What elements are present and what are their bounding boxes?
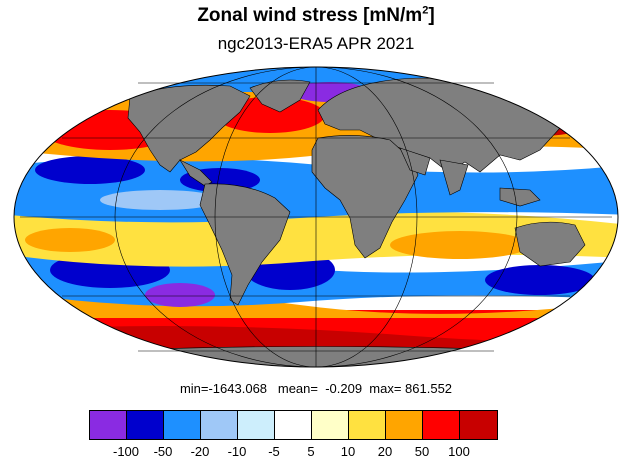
north-pacific-trade-patch xyxy=(35,156,145,184)
colorbar-labels: -100 -50 -20 -10 -5 5 10 20 50 100 xyxy=(0,444,632,462)
field-statistics: min=-1643.068 mean= -0.209 max= 861.552 xyxy=(179,381,453,396)
colorbar-label: 10 xyxy=(340,444,356,459)
colorbar-label: 20 xyxy=(377,444,393,459)
colorbar-label: 5 xyxy=(307,444,315,459)
chart-title: Zonal wind stress [mN/m2] xyxy=(0,4,632,28)
colorbar-label: -20 xyxy=(190,444,210,459)
south-pacific-purple-patch xyxy=(145,283,215,307)
pacific-orange-patch xyxy=(25,228,115,252)
greenland-land xyxy=(249,79,311,113)
colorbar-box-8 xyxy=(386,411,423,439)
maritime-continent-land xyxy=(499,187,541,207)
colorbar-label: 100 xyxy=(448,444,470,459)
colorbar-label: -100 xyxy=(112,444,140,459)
colorbar-box-1 xyxy=(127,411,164,439)
south-indian-blue-patch xyxy=(485,265,595,295)
indian-orange-patch xyxy=(390,231,530,259)
antarctica-land xyxy=(14,346,618,367)
australia-land xyxy=(514,221,586,267)
colorbar-box-4 xyxy=(238,411,275,439)
title-end: ] xyxy=(428,5,435,26)
colorbar-label: 50 xyxy=(414,444,430,459)
colorbar xyxy=(89,410,498,440)
map-outline xyxy=(13,66,619,368)
colorbar-box-5 xyxy=(275,411,312,439)
colorbar-box-2 xyxy=(164,411,201,439)
equatorial-light-blue xyxy=(100,190,220,210)
colorbar-box-10 xyxy=(460,411,497,439)
south-america-land xyxy=(199,183,291,306)
colorbar-box-0 xyxy=(90,411,127,439)
colorbar-box-3 xyxy=(201,411,238,439)
arabia-land xyxy=(399,147,431,176)
colorbar-label: -5 xyxy=(268,444,280,459)
chart-subtitle: ngc2013-ERA5 APR 2021 xyxy=(217,34,415,53)
title-superscript: 2 xyxy=(422,4,429,17)
india-land xyxy=(439,159,469,196)
title-text: Zonal wind stress [mN/m xyxy=(197,5,423,26)
colorbar-label: -50 xyxy=(153,444,173,459)
colorbar-box-6 xyxy=(312,411,349,439)
colorbar-box-7 xyxy=(349,411,386,439)
colorbar-label: -10 xyxy=(227,444,247,459)
colorbar-box-9 xyxy=(423,411,460,439)
